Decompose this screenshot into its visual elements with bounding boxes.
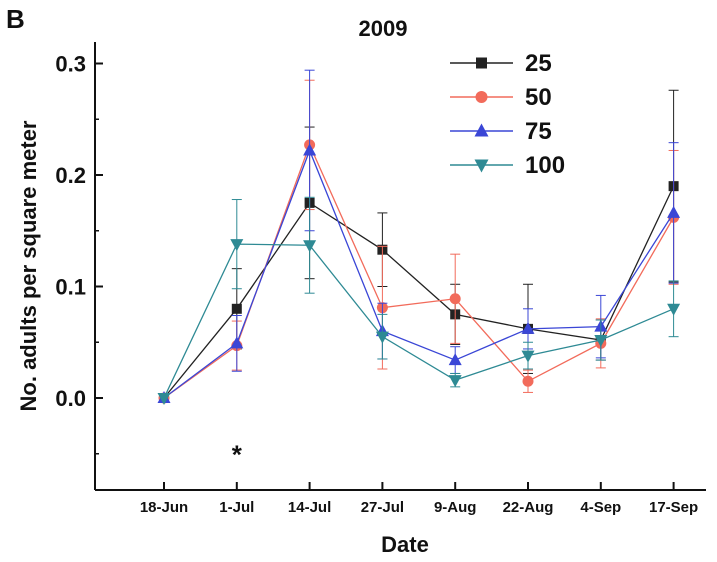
legend-label: 75 (525, 118, 552, 145)
series-75 (157, 69, 681, 403)
data-point-triangle-up (521, 321, 535, 334)
annotation-asterisk: * (232, 440, 243, 470)
annotation-layer: * (232, 440, 243, 470)
data-point-triangle-down (375, 331, 389, 344)
data-point-circle (475, 91, 488, 103)
series-line (163, 148, 675, 399)
data-point-triangle-down (448, 375, 462, 388)
data-point-triangle-down (667, 303, 681, 316)
legend-item-75: 75 (450, 118, 552, 145)
series-line (163, 243, 674, 399)
data-point-square (231, 303, 242, 314)
legend-label: 25 (525, 50, 552, 77)
y-tick-label: 0.3 (55, 52, 86, 77)
legend-item-25: 25 (450, 50, 552, 77)
data-point-triangle-down (474, 159, 489, 173)
data-point-triangle-down (157, 393, 171, 405)
legend-item-100: 100 (450, 152, 565, 179)
data-point-circle (522, 375, 534, 387)
legend-label: 50 (525, 84, 552, 111)
data-point-triangle-up (230, 336, 244, 349)
data-point-triangle-down (594, 335, 608, 348)
legend-item-50: 50 (450, 84, 552, 111)
x-tick-label: 17-Sep (649, 499, 698, 516)
x-tick-label: 27-Jul (361, 499, 404, 516)
y-axis-ticks: 0.0 0.1 0.2 0.3 (55, 52, 103, 455)
x-axis-label: Date (381, 532, 429, 557)
x-tick-label: 14-Jul (288, 499, 331, 516)
series-100 (157, 196, 681, 405)
legend: 25 50 75 100 (450, 50, 565, 179)
data-point-triangle-up (303, 143, 317, 156)
series-line (163, 185, 675, 399)
data-point-triangle-down (521, 350, 535, 363)
data-point-square (476, 57, 487, 69)
x-tick-label: 1-Jul (219, 499, 254, 516)
x-tick-label: 18-Jun (140, 499, 188, 516)
data-point-triangle-up (667, 205, 681, 218)
data-point-triangle-down (230, 239, 244, 252)
legend-label: 100 (525, 152, 565, 179)
data-point-triangle-down (303, 240, 317, 253)
y-tick-label: 0.2 (55, 163, 86, 188)
series-layer (157, 69, 681, 405)
data-point-circle (449, 293, 461, 305)
y-axis-label: No. adults per square meter (16, 120, 41, 411)
x-axis-ticks: 18-Jun 1-Jul 14-Jul 27-Jul 9-Aug 22-Aug 4-Sep 1… (140, 482, 698, 516)
x-tick-label: 4-Sep (580, 499, 621, 516)
data-point-triangle-up (474, 123, 489, 137)
y-tick-label: 0.1 (55, 275, 86, 300)
x-tick-label: 22-Aug (503, 499, 554, 516)
plot-area (94, 42, 706, 491)
data-point-triangle-up (448, 353, 462, 366)
chart-title: 2009 (359, 16, 408, 41)
y-tick-label: 0.0 (55, 386, 86, 411)
panel-label: B (6, 4, 25, 34)
x-tick-label: 9-Aug (434, 499, 477, 516)
